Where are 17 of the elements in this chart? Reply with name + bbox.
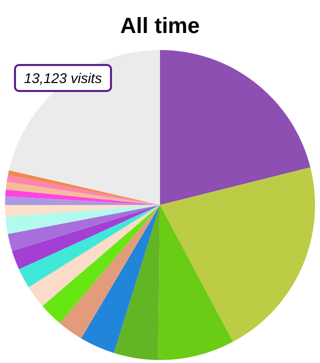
pie-slice bbox=[28, 205, 160, 306]
text: 13,123 visits bbox=[14, 64, 112, 92]
pie-slice bbox=[158, 205, 233, 360]
pie-slice bbox=[160, 167, 315, 342]
pie-slice bbox=[60, 205, 160, 338]
pie-slice bbox=[114, 205, 160, 360]
pie-slice bbox=[5, 189, 160, 205]
pie-slice bbox=[81, 205, 160, 354]
chart-title: All time bbox=[120, 13, 200, 38]
pie-slice bbox=[160, 50, 310, 205]
pie-slice bbox=[12, 205, 160, 270]
pie-slice bbox=[18, 205, 160, 288]
pie-slice bbox=[8, 50, 160, 205]
pie-slice bbox=[6, 182, 160, 205]
pie-slice bbox=[5, 205, 160, 234]
pie-slice bbox=[42, 205, 160, 324]
pie-slice bbox=[8, 205, 160, 252]
